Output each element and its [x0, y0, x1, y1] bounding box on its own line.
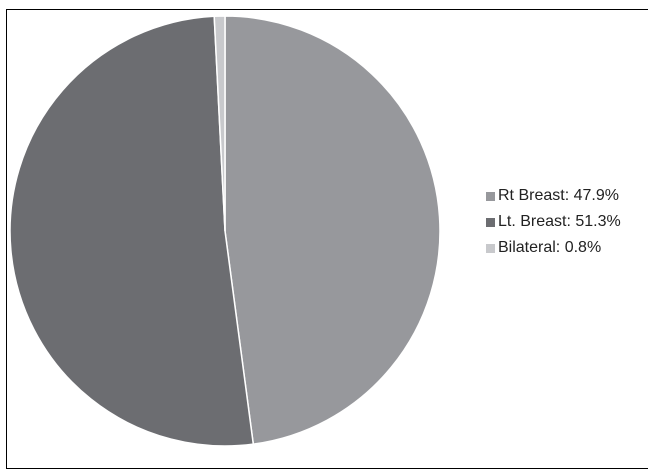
pie-slice-rt-breast — [224, 15, 441, 445]
legend-item-bilateral: Bilateral: 0.8% — [486, 235, 621, 261]
legend-swatch-lt-breast — [486, 217, 495, 227]
legend-label-bilateral: Bilateral: 0.8% — [498, 239, 602, 256]
legend-item-lt-breast: Lt. Breast: 51.3% — [486, 209, 621, 235]
pie-slice-lt-breast — [9, 15, 255, 447]
pie-slice-bilateral — [213, 15, 226, 232]
legend-label-lt-breast: Lt. Breast: 51.3% — [498, 213, 621, 230]
legend-swatch-rt-breast — [486, 191, 495, 201]
legend-label-rt-breast: Rt Breast: 47.9% — [498, 187, 619, 204]
legend-item-rt-breast: Rt Breast: 47.9% — [486, 183, 621, 209]
pie-chart — [9, 15, 441, 447]
legend: Rt Breast: 47.9% Lt. Breast: 51.3% Bilat… — [486, 183, 621, 261]
legend-swatch-bilateral — [486, 243, 495, 253]
